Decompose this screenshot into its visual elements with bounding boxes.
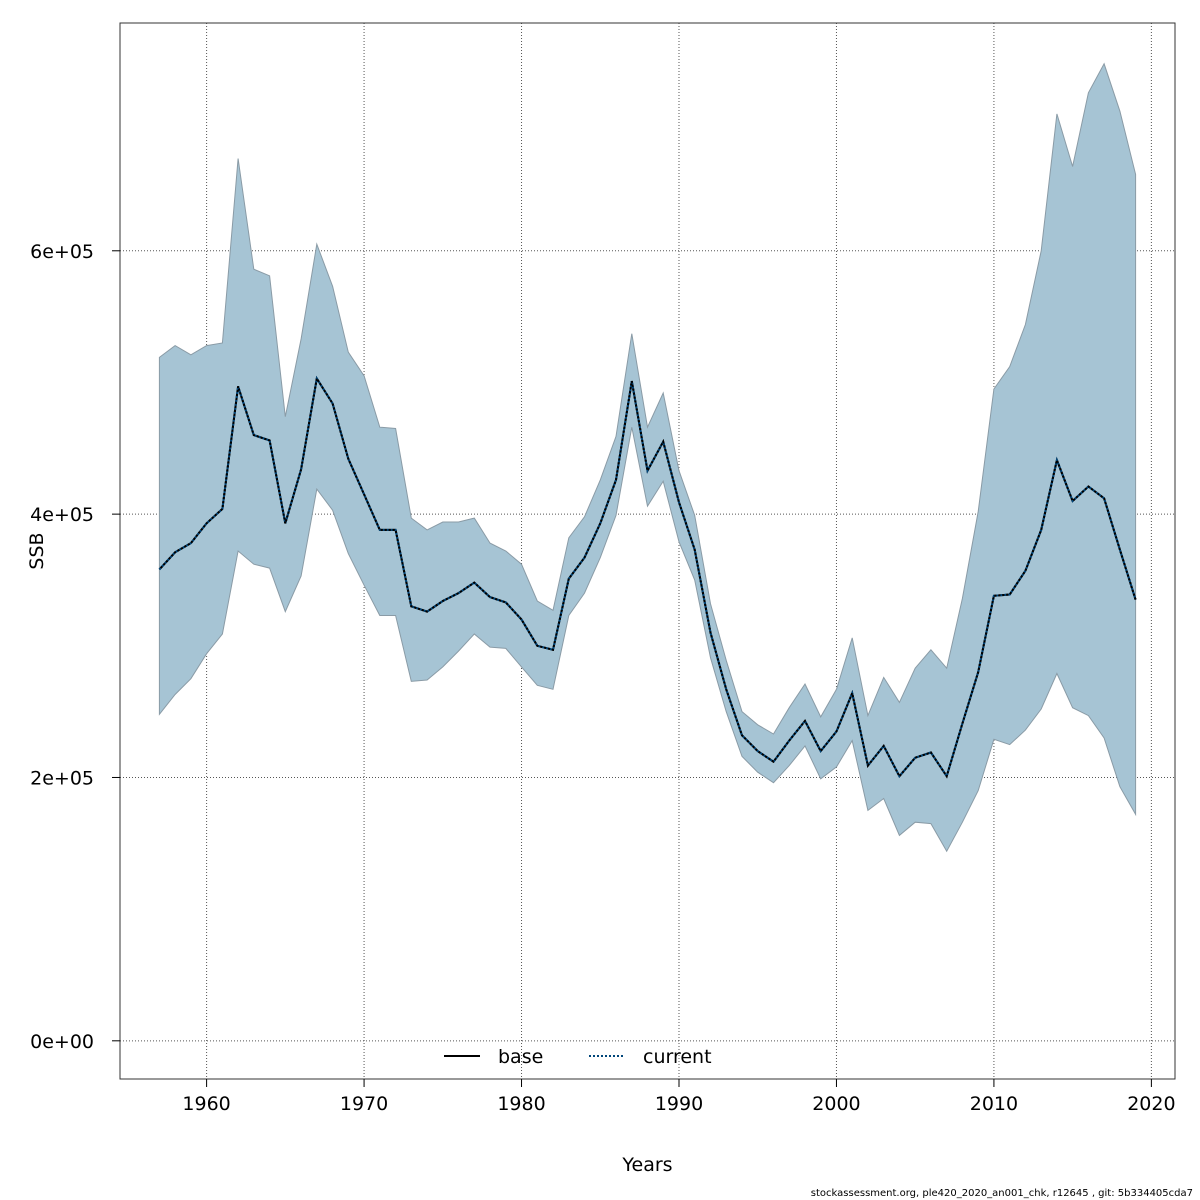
x-tick-label-3: 1990 — [655, 1093, 703, 1115]
plot-box — [119, 22, 1176, 1080]
x-tick-label-1: 1970 — [340, 1093, 388, 1115]
confidence-band — [158, 62, 1137, 853]
y-axis: 0e+00 2e+05 4e+05 6e+05 — [30, 241, 120, 1053]
y-tick-label-1: 2e+05 — [30, 767, 94, 789]
y-tick-label-3: 6e+05 — [30, 241, 94, 263]
x-axis-title: Years — [621, 1154, 672, 1176]
x-tick-label-4: 2000 — [812, 1093, 860, 1115]
x-axis: 1960 1970 1980 1990 2000 2010 2020 — [182, 1079, 1176, 1115]
confidence-band-area — [158, 62, 1137, 853]
series-line-current — [158, 375, 1137, 779]
series-line-current-dots — [158, 375, 1137, 779]
x-tick-label-2: 1980 — [497, 1093, 545, 1115]
legend-label-base: base — [498, 1046, 543, 1068]
x-tick-label-0: 1960 — [182, 1093, 230, 1115]
legend-label-current: current — [643, 1046, 712, 1068]
x-tick-label-5: 2010 — [970, 1093, 1018, 1115]
y-tick-label-0: 0e+00 — [30, 1031, 94, 1053]
x-tick-label-6: 2020 — [1127, 1093, 1175, 1115]
footer-text: stockassessment.org, ple420_2020_an001_c… — [811, 1188, 1193, 1199]
y-axis-title: SSB — [26, 532, 48, 569]
legend: base current — [444, 1046, 712, 1068]
series-lines — [158, 375, 1137, 779]
y-tick-label-2: 4e+05 — [30, 504, 94, 526]
